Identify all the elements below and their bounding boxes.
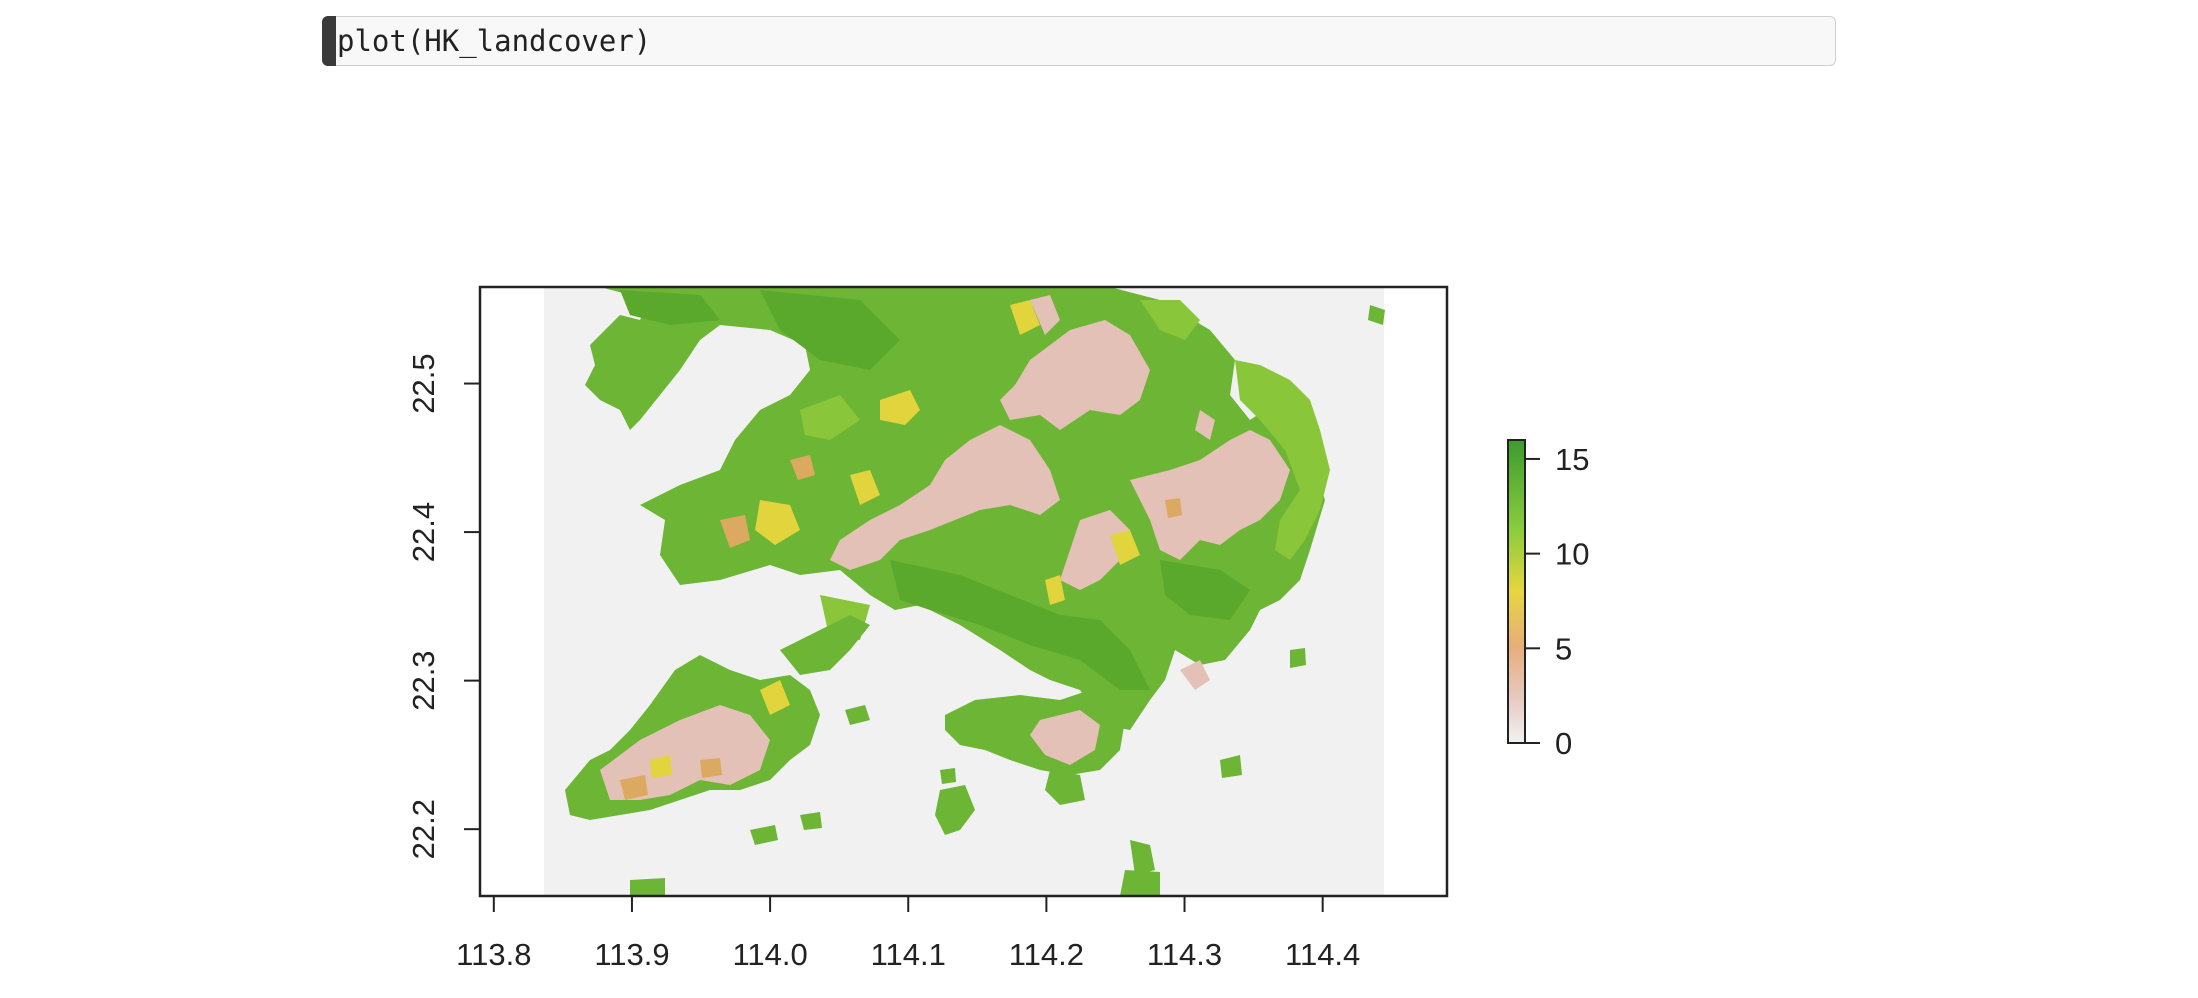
- cell-gutter: [322, 16, 336, 66]
- legend-colorbar: [1507, 439, 1526, 744]
- y-tick-label-1: 22.3: [406, 650, 441, 710]
- legend-tick-label-1: 5: [1555, 631, 1572, 666]
- code-text: plot(HK_landcover): [337, 24, 652, 58]
- x-tick-label-4: 114.2: [1009, 937, 1084, 972]
- legend-tick-label-2: 10: [1555, 537, 1589, 572]
- x-tick-label-2: 114.0: [732, 937, 807, 972]
- y-tick-label-3: 22.5: [406, 353, 441, 413]
- x-axis: 113.8 113.9 114.0 114.1 114.2 114.3 114.4: [456, 895, 1366, 972]
- legend: 0 5 10 15: [1507, 439, 1589, 761]
- land-lantau-shrub: [650, 680, 790, 778]
- legend-tick-label-3: 15: [1555, 442, 1589, 477]
- code-cell[interactable]: plot(HK_landcover): [322, 16, 1836, 66]
- x-tick-label-1: 113.9: [594, 937, 669, 972]
- x-tick-label-0: 113.8: [456, 937, 531, 972]
- y-tick-label-0: 22.2: [406, 799, 441, 859]
- legend-tick-label-0: 0: [1555, 726, 1572, 761]
- land-urban-new-territories: [830, 295, 1290, 690]
- x-tick-label-3: 114.1: [871, 937, 946, 972]
- small-islands: [630, 305, 1385, 896]
- y-tick-label-2: 22.4: [406, 502, 441, 562]
- x-tick-label-5: 114.3: [1147, 937, 1222, 972]
- land-cropland-new-territories: [720, 455, 1182, 548]
- land-shrub-new-territories: [755, 300, 1140, 605]
- y-axis: 22.2 22.3 22.4 22.5: [406, 353, 481, 859]
- x-tick-label-6: 114.4: [1285, 937, 1360, 972]
- land-hk-island-urban: [1030, 710, 1100, 765]
- land-new-territories-dense: [620, 290, 1250, 690]
- raster-map: [544, 287, 1385, 896]
- land-lantau-cropland: [620, 758, 722, 800]
